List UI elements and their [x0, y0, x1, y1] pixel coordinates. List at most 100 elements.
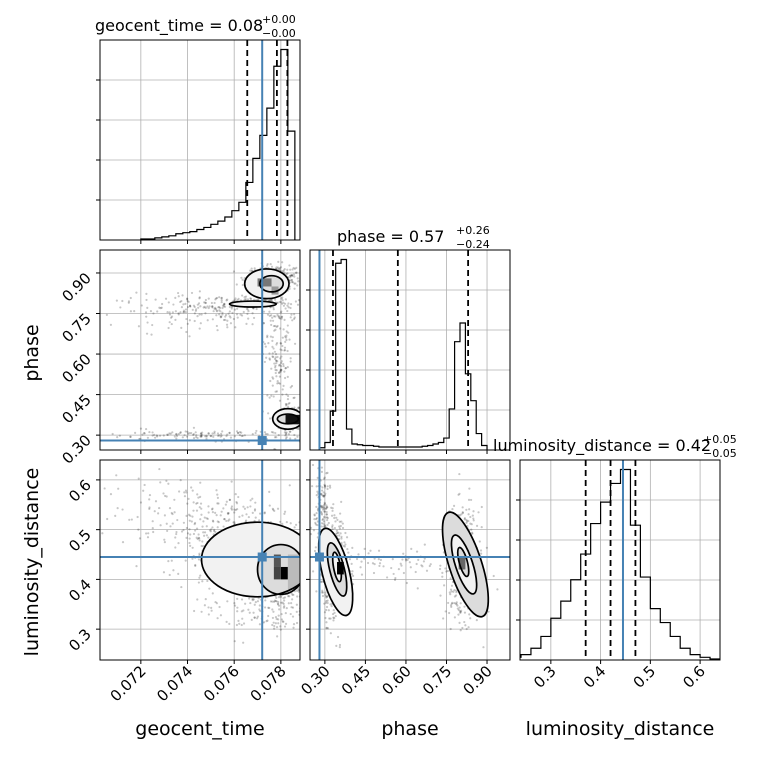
sample-point [199, 432, 203, 435]
sample-point [137, 528, 140, 531]
sample-point [114, 514, 117, 517]
sample-point [115, 474, 118, 477]
sample-point [197, 306, 200, 309]
sample-point [302, 414, 304, 416]
title-phase: phase = 0.57 [337, 227, 444, 246]
sample-point [230, 307, 233, 310]
sample-point [216, 526, 219, 529]
sample-point [334, 614, 337, 618]
sample-point [204, 312, 207, 315]
sample-point [269, 335, 272, 338]
sample-point [307, 430, 309, 432]
sample-point [279, 369, 282, 372]
sample-point [184, 308, 188, 311]
sample-point [323, 484, 327, 488]
sample-point [302, 418, 304, 420]
sample-point [280, 360, 283, 363]
sample-point [196, 303, 199, 306]
sample-point [145, 532, 148, 535]
sample-point [268, 358, 272, 361]
sample-point [248, 597, 251, 600]
sample-point [277, 434, 280, 437]
sample-point [303, 499, 305, 501]
density-bin [271, 286, 279, 295]
sample-point [338, 534, 341, 537]
sample-point [161, 302, 164, 306]
sample-point [303, 616, 305, 618]
sample-point [290, 384, 294, 388]
sample-point [305, 419, 307, 421]
sample-point [335, 529, 338, 532]
sample-point [453, 595, 456, 598]
sample-point [279, 342, 283, 345]
sample-point [311, 573, 313, 575]
sample-point [326, 627, 330, 630]
sample-point [272, 508, 275, 511]
sample-point [332, 608, 335, 612]
sample-point [328, 617, 331, 620]
sample-point [451, 507, 454, 511]
sample-point [192, 437, 196, 440]
sample-point [267, 614, 270, 618]
sample-point [284, 434, 287, 437]
sample-point [320, 466, 324, 469]
sample-point [322, 494, 325, 497]
sample-point [257, 597, 260, 600]
sample-point [292, 396, 295, 400]
sample-point [305, 584, 307, 586]
sample-point [182, 311, 185, 314]
sample-point [203, 305, 206, 308]
sample-point [325, 506, 329, 509]
sample-point [237, 495, 240, 499]
sample-point [449, 588, 453, 591]
sample-point [269, 263, 272, 266]
sample-point [272, 431, 275, 434]
sample-point [175, 432, 178, 436]
sample-point [192, 509, 195, 512]
sample-point [163, 514, 166, 517]
sample-point [324, 591, 327, 594]
sample-point [357, 553, 360, 556]
sample-point [174, 318, 177, 321]
sample-point [203, 534, 206, 537]
sample-point [460, 513, 463, 516]
sample-point [305, 577, 307, 579]
sample-point [360, 433, 362, 435]
sample-point [198, 537, 201, 540]
sample-point [218, 434, 221, 437]
sample-point [189, 305, 192, 308]
sample-point [285, 436, 288, 439]
sample-point [185, 514, 188, 517]
sample-point [173, 435, 176, 438]
sample-point [323, 503, 326, 507]
sample-point [287, 306, 290, 309]
sample-point [37, 436, 39, 438]
sample-point [244, 295, 248, 298]
sample-point [180, 306, 184, 309]
sample-point [198, 313, 201, 316]
sample-point [338, 525, 341, 528]
sample-point [289, 316, 292, 319]
sample-point [302, 411, 304, 413]
sample-point [237, 431, 240, 434]
sample-point [275, 325, 278, 329]
sample-point [293, 406, 296, 409]
sample-point [367, 552, 370, 555]
sample-point [306, 555, 308, 557]
sample-point [284, 432, 288, 435]
sample-point [269, 600, 273, 603]
sample-point [233, 508, 236, 511]
sample-point [219, 316, 222, 319]
sample-point [175, 433, 178, 436]
sample-point [441, 571, 444, 574]
sample-point [300, 600, 302, 602]
sample-point [192, 501, 195, 504]
sample-point [284, 340, 287, 344]
sample-point [274, 371, 277, 375]
sample-point [271, 319, 275, 322]
sample-point [223, 518, 226, 521]
sample-point [218, 296, 221, 299]
sample-point [270, 323, 273, 327]
sample-point [200, 544, 203, 548]
sample-point [320, 522, 324, 525]
